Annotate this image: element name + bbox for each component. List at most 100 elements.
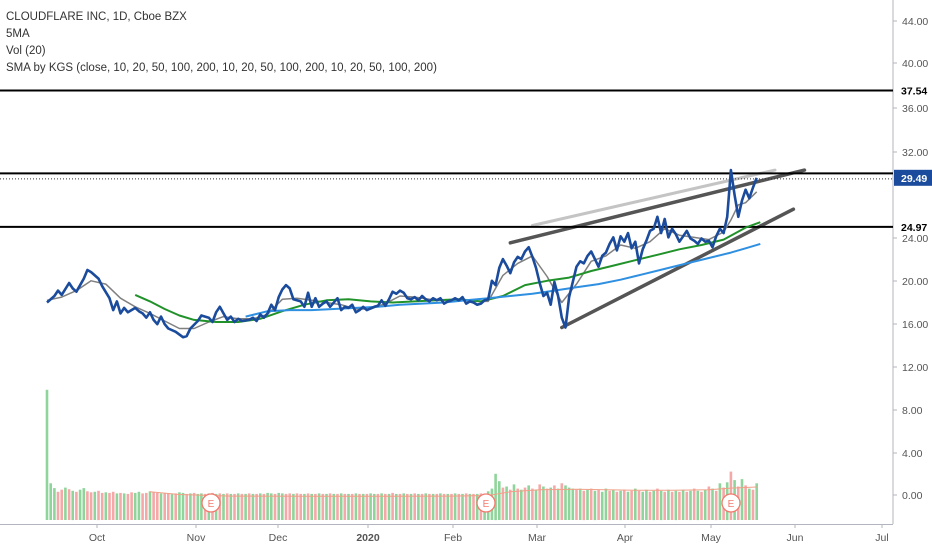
volume-bar (696, 490, 700, 521)
volume-bar (71, 490, 74, 521)
volume-bar (593, 490, 597, 521)
volume-bar (137, 491, 141, 520)
chart-legend: CLOUDFLARE INC, 1D, Cboe BZX 5MA Vol (20… (6, 9, 437, 77)
volume-bar (259, 493, 262, 520)
volume-bar (509, 489, 512, 520)
volume-bar (567, 487, 571, 520)
volume-bar (299, 493, 302, 520)
volume-bar (413, 493, 416, 520)
volume-bar (306, 493, 310, 520)
x-tick-label: Mar (528, 532, 547, 544)
volume-bar (45, 389, 49, 520)
volume-bar (505, 486, 508, 520)
volume-bar (170, 493, 174, 520)
volume-bar (303, 493, 306, 520)
volume-bar (358, 493, 361, 520)
volume-bar (115, 493, 119, 520)
volume-bar (520, 489, 523, 520)
volume-bar (534, 489, 538, 520)
legend-symbol-title[interactable]: CLOUDFLARE INC, 1D, Cboe BZX (6, 11, 187, 23)
legend-volume-indicator[interactable]: Vol (20) (6, 45, 46, 57)
volume-bar (233, 493, 236, 520)
volume-bar (64, 487, 67, 520)
volume-bar (145, 492, 148, 520)
x-tick-label: Dec (269, 532, 288, 544)
volume-bar (626, 491, 630, 520)
volume-bar (472, 493, 475, 520)
y-tick-label: 12.00 (902, 362, 928, 374)
volume-bar (225, 493, 229, 520)
volume-bar (501, 487, 505, 520)
volume-bar (244, 493, 247, 520)
y-tick-label: 4.00 (902, 448, 923, 460)
volume-bar (255, 493, 258, 520)
x-tick-label: Apr (617, 532, 634, 544)
volume-bar (336, 493, 339, 520)
volume-bar (365, 493, 369, 520)
volume-bar (321, 493, 325, 520)
x-tick-label: Oct (89, 532, 105, 544)
volume-bar (718, 483, 722, 520)
y-tick-label: 20.00 (902, 276, 928, 288)
volume-bar (450, 493, 453, 520)
volume-bar (236, 493, 240, 520)
x-tick-label: May (701, 532, 722, 544)
level-price-tag-text: 24.97 (901, 222, 927, 234)
earnings-marker-label: E (208, 499, 215, 510)
volume-bar (531, 488, 534, 520)
volume-bar (637, 490, 641, 521)
volume-bar (398, 493, 402, 520)
volume-bar (119, 492, 122, 520)
y-tick-label: 0.00 (902, 490, 923, 502)
volume-bar (133, 492, 137, 520)
volume-bar (93, 491, 97, 520)
volume-bar (420, 493, 424, 520)
volume-bar (442, 493, 446, 520)
volume-bar (174, 493, 177, 520)
volume-bar (89, 492, 93, 520)
volume-bar (251, 493, 255, 520)
volume-bar (431, 493, 435, 520)
volume-bar (744, 485, 747, 520)
volume-bar (266, 492, 269, 520)
volume-bar (292, 493, 295, 520)
volume-bar (663, 491, 666, 520)
volume-bar (126, 493, 130, 520)
legend-sma-indicator[interactable]: SMA by KGS (close, 10, 20, 50, 100, 200,… (6, 62, 437, 74)
volume-bar (600, 491, 604, 520)
volume-bar (538, 484, 541, 520)
volume-bar (630, 490, 633, 521)
volume-bar (75, 491, 78, 520)
volume-bar (196, 493, 200, 520)
volume-bar (339, 493, 343, 520)
last-price-tag: 29.49 (894, 169, 932, 186)
sma-blue-line (245, 242, 761, 318)
volume-bar (130, 492, 133, 520)
volume-bar (314, 493, 317, 520)
volume-bar (222, 493, 225, 520)
earnings-marker-label: E (728, 499, 735, 510)
volume-bar (582, 490, 586, 521)
volume-bar (468, 493, 472, 520)
volume-bar (685, 491, 689, 520)
volume-bar (740, 479, 744, 520)
volume-bar (714, 490, 718, 521)
earnings-marker-circle (201, 493, 221, 513)
volume-bar (159, 493, 163, 520)
volume-bar (332, 493, 336, 520)
volume-bar (553, 485, 556, 520)
volume-bar (439, 493, 442, 520)
volume-bar (86, 491, 89, 520)
x-tick-label: Jul (875, 532, 888, 544)
volume-bar (512, 484, 516, 520)
volume-bar (49, 483, 52, 520)
legend-ma-indicator[interactable]: 5MA (6, 28, 30, 40)
volume-bar (328, 493, 332, 520)
x-tick-label: Jun (787, 532, 804, 544)
volume-bar (406, 493, 409, 520)
volume-bar (428, 493, 431, 520)
volume-bar (354, 493, 358, 520)
volume-bar (409, 493, 413, 520)
y-tick-label: 32.00 (902, 147, 928, 159)
volume-bar (60, 489, 63, 520)
